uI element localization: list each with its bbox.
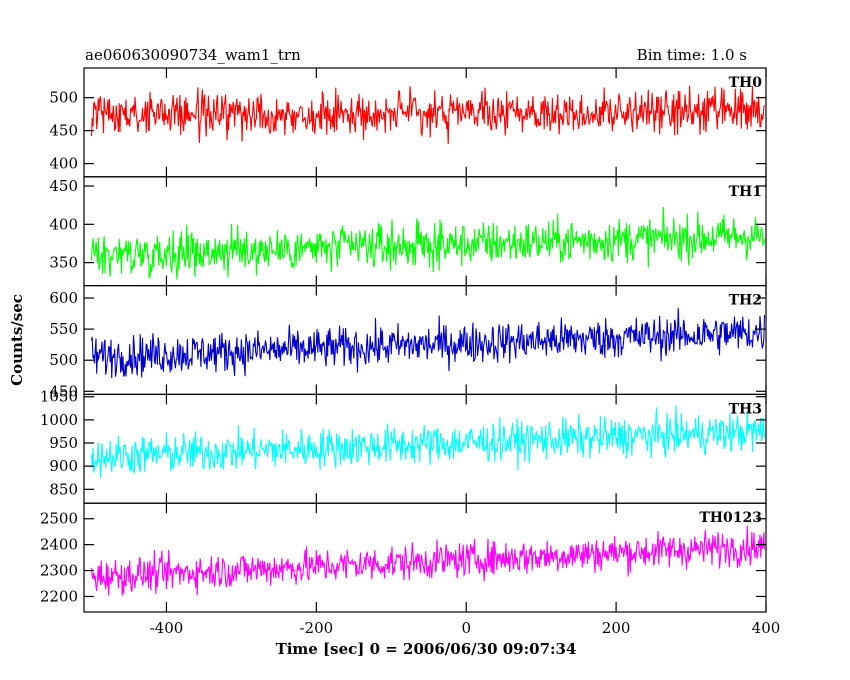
bin-time-label: Bin time: 1.0 s — [637, 46, 747, 64]
panel-th0: 400 450 500 TH0 — [49, 67, 767, 178]
y-tick-label: 1000 — [40, 411, 78, 429]
y-tick-label: 950 — [49, 434, 78, 452]
series-label-th2: TH2 — [729, 293, 762, 309]
y-tick-label: 350 — [49, 254, 78, 272]
chart-title: ae060630090734_wam1_trn — [85, 46, 301, 64]
series-label-th1: TH1 — [729, 184, 762, 200]
y-tick-label: 2200 — [40, 587, 78, 605]
y-tick-label: 400 — [49, 215, 78, 233]
y-tick-label: 850 — [49, 480, 78, 498]
series-label-th0123: TH0123 — [699, 510, 762, 526]
y-tick-label: 2300 — [40, 562, 78, 580]
y-tick-label: 450 — [49, 382, 78, 400]
y-tick-label: 400 — [49, 155, 78, 173]
series-line-th0 — [90, 85, 766, 145]
panel-frame — [83, 67, 767, 178]
panel-th1: 350 400 450 TH1 — [49, 176, 767, 287]
panels-group: 400 450 500 TH0 350 400 450 TH1 450 500 550 600 TH2 8… — [40, 67, 781, 637]
panel-frame — [83, 393, 767, 504]
y-tick-label: 2400 — [40, 536, 78, 554]
y-tick-label: 900 — [49, 457, 78, 475]
y-tick-label: 600 — [49, 289, 78, 307]
y-tick-label: 450 — [49, 122, 78, 140]
series-line-th1 — [90, 206, 766, 280]
series-line-th0123 — [90, 525, 766, 596]
series-label-th3: TH3 — [729, 401, 762, 417]
panel-th3: 850 900 950 1000 1050 TH3 — [40, 388, 767, 504]
panel-th0123: 2200 2300 2400 2500 TH0123 — [40, 502, 767, 613]
x-tick-label: 200 — [602, 619, 631, 637]
panel-th2: 450 500 550 600 TH2 — [49, 285, 767, 400]
y-axis-title: Counts/sec — [8, 294, 26, 386]
y-tick-label: 1050 — [40, 388, 78, 406]
y-tick-label: 450 — [49, 177, 78, 195]
x-tick-label: -400 — [150, 619, 184, 637]
x-tick-label: 0 — [461, 619, 471, 637]
series-line-th2 — [90, 307, 766, 379]
x-axis-title: Time [sec] 0 = 2006/06/30 09:07:34 — [276, 640, 577, 658]
series-label-th0: TH0 — [729, 75, 763, 91]
y-tick-label: 550 — [49, 320, 78, 338]
panel-frame — [83, 502, 767, 613]
series-line-th3 — [90, 405, 766, 478]
x-tick-label: -200 — [299, 619, 333, 637]
x-tick-label: 400 — [752, 619, 781, 637]
y-tick-label: 500 — [49, 351, 78, 369]
y-tick-label: 2500 — [40, 510, 78, 528]
y-tick-label: 500 — [49, 89, 78, 107]
